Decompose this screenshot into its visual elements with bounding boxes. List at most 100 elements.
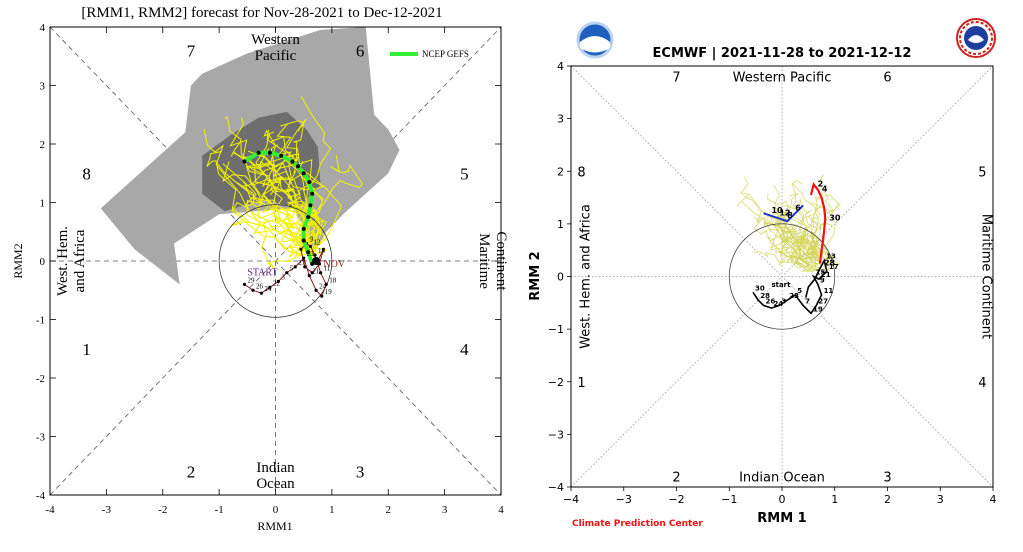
region-label-bottom: Indian Ocean xyxy=(739,470,825,485)
ensemble-mean-point xyxy=(256,150,261,155)
ensemble-member-line xyxy=(229,117,321,245)
ensemble-mean-point xyxy=(306,215,311,220)
observed-point xyxy=(313,253,317,257)
phase-number-2: 2 xyxy=(187,463,196,482)
observed-point xyxy=(276,279,280,284)
x-tick-label: -2 xyxy=(158,504,167,516)
nov-annotation: NOV xyxy=(323,259,345,270)
x-tick-label: 1 xyxy=(329,504,335,516)
ensemble-mean-point xyxy=(310,191,315,196)
ensemble-member-line xyxy=(767,228,818,260)
nws-logo xyxy=(956,18,996,58)
observed-point xyxy=(285,271,289,275)
y-tick-label: −3 xyxy=(548,428,564,441)
observed-day-label: 27 xyxy=(818,297,828,305)
observed-day-label: 26 xyxy=(256,282,264,290)
observed-point xyxy=(319,271,323,275)
observed-point xyxy=(320,294,324,298)
amplitude-one-circle xyxy=(728,223,836,330)
forecast-day-label: 4 xyxy=(822,185,828,194)
ensemble-mean-point xyxy=(267,150,272,155)
observed-point xyxy=(259,291,264,295)
observed-point xyxy=(268,285,272,289)
observed-day-label: 5 xyxy=(797,287,802,295)
phase-number-1: 1 xyxy=(577,376,585,391)
phase-number-5: 5 xyxy=(460,164,469,183)
observed-point xyxy=(293,265,297,269)
x-tick-label: 2 xyxy=(884,493,891,506)
observed-path-line xyxy=(752,258,828,315)
region-label-bottom: Ocean xyxy=(256,476,295,492)
x-tick-label: 4 xyxy=(990,493,997,506)
ensemble-mean-point xyxy=(301,238,306,243)
x-axis-label: RMM 1 xyxy=(757,511,806,526)
observed-day-label: 17 xyxy=(829,263,839,271)
observed-day-label: 11 xyxy=(324,265,331,273)
x-tick-label: 3 xyxy=(937,493,944,506)
x-tick-label: 3 xyxy=(442,504,448,516)
phase-number-3: 3 xyxy=(356,463,365,482)
ensemble-mean-point xyxy=(301,171,306,176)
ensemble-mean-point xyxy=(308,203,313,208)
observed-day-label: 5 xyxy=(290,265,294,273)
y-tick-label: -3 xyxy=(36,432,46,444)
start-annotation: START xyxy=(247,268,277,279)
observed-day-label: 24 xyxy=(773,300,783,308)
ensemble-member-line xyxy=(799,198,822,268)
chart-title: ECMWF | 2021-11-28 to 2021-12-12 xyxy=(653,46,912,61)
observed-day-label: 23 xyxy=(307,250,315,258)
observed-point xyxy=(302,256,306,260)
y-tick-label: 3 xyxy=(40,81,46,93)
region-label-bottom: Indian xyxy=(256,460,295,476)
x-tick-label: 4 xyxy=(498,504,504,516)
ensemble-member-line xyxy=(280,118,313,257)
legend: NCEP GEFS xyxy=(390,49,469,59)
ensemble-member-line xyxy=(791,182,821,265)
observed-day-label: 11 xyxy=(824,287,834,295)
ensemble-member-line xyxy=(752,251,813,272)
svg-text:NOAA: NOAA xyxy=(587,38,603,44)
x-tick-label: -4 xyxy=(45,504,55,516)
ensemble-mean-point xyxy=(290,159,295,164)
ensemble-members xyxy=(736,174,842,272)
phase-number-8: 8 xyxy=(82,164,91,183)
y-tick-label: 0 xyxy=(557,271,564,284)
ensemble-member-line xyxy=(224,116,328,247)
y-tick-label: 0 xyxy=(40,256,46,268)
forecast-day-label: 10 xyxy=(771,206,783,215)
ensemble-member-line xyxy=(287,161,325,243)
y-axis-label: RMM 2 xyxy=(528,251,543,300)
ensemble-member-line xyxy=(315,155,364,245)
phase-number-8: 8 xyxy=(577,165,585,180)
observed-point xyxy=(303,265,307,269)
ensemble-member-line xyxy=(809,174,835,256)
noaa-logo: NOAA xyxy=(576,21,614,59)
phase-number-6: 6 xyxy=(883,71,891,86)
forecast-tail-line xyxy=(763,204,804,223)
observed-day-label: 28 xyxy=(760,292,770,300)
ensemble-member-line xyxy=(808,231,821,272)
observed-day-label: 29 xyxy=(247,276,255,284)
amplitude-one-circle xyxy=(218,204,333,318)
observed-day-label: 12 xyxy=(313,238,321,246)
region-label-left: West. Hem. xyxy=(55,226,71,296)
x-tick-label: −1 xyxy=(721,493,737,506)
ensemble-member-line xyxy=(817,191,841,254)
ensemble-mean-point xyxy=(296,164,301,169)
ecmwf-mjo-chart: ECMWF | 2021-11-28 to 2021-12-12 NOAA 3 0… xyxy=(512,0,1023,547)
observed-day-label: 18 xyxy=(329,276,337,284)
observed-point xyxy=(251,288,255,292)
legend-label: NCEP GEFS xyxy=(422,49,469,59)
phase-number-7: 7 xyxy=(672,71,680,86)
observed-day-label: 3 xyxy=(781,297,786,305)
forecast-mean-line xyxy=(809,181,827,264)
forecast-start-marker xyxy=(312,257,321,265)
phase-number-3: 3 xyxy=(883,470,891,485)
observed-day-label: 13 xyxy=(826,253,836,261)
observed-and-forecast-paths: 3028262432357192711915211713start2830246… xyxy=(752,179,841,315)
observed-point xyxy=(321,247,326,251)
x-tick-label: −2 xyxy=(668,493,684,506)
